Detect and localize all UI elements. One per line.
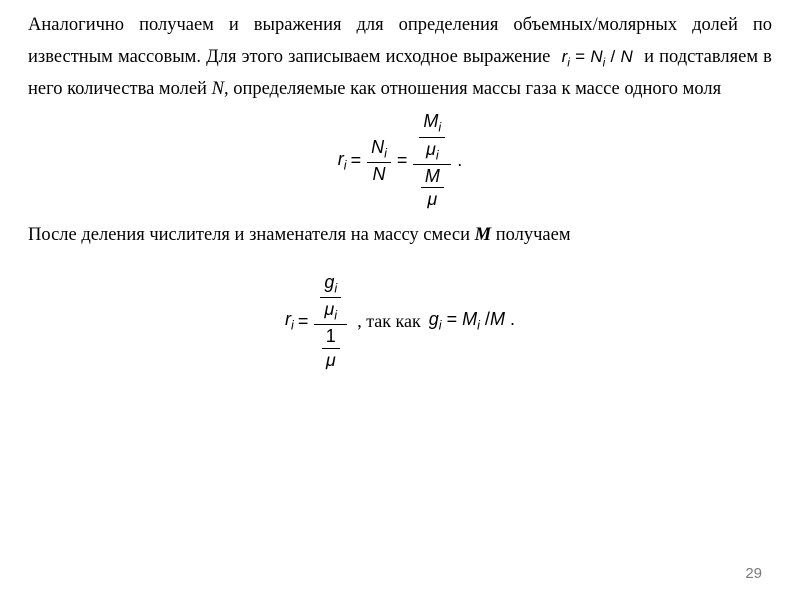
eq2-eq2: = bbox=[447, 309, 458, 329]
sym-N2: N bbox=[621, 47, 633, 66]
eq2-dot: . bbox=[510, 309, 515, 329]
eq1-eq1: = bbox=[351, 150, 362, 171]
eq2-lhs: ri bbox=[285, 309, 294, 333]
sym-N: N bbox=[590, 47, 602, 66]
eq1-r-sub: i bbox=[344, 158, 347, 172]
eq2-Mi-sub: i bbox=[477, 319, 480, 333]
eq1-Ni-sub: i bbox=[384, 146, 387, 160]
eq1-Mi-sub: i bbox=[438, 121, 441, 135]
page-number: 29 bbox=[745, 565, 762, 582]
eq2-Mi: M bbox=[462, 309, 477, 329]
symbol-N: N bbox=[212, 79, 224, 99]
eq1-frac-big: Mi μi M μ bbox=[413, 111, 451, 210]
inline-eq-rNiN: ri = Ni / N bbox=[550, 47, 644, 66]
eq1-N: N bbox=[367, 163, 391, 185]
eq1-mui-sub: i bbox=[436, 148, 439, 162]
symbol-M-bold: M bbox=[475, 225, 491, 245]
eq2-mui-sub: i bbox=[334, 308, 337, 322]
eq2-frac-gi-mui: gi μi bbox=[320, 272, 341, 323]
sub-i2: i bbox=[603, 55, 606, 69]
eq1-Ni: N bbox=[371, 137, 384, 157]
eq1-mu: μ bbox=[421, 188, 444, 210]
paragraph-1: Аналогично получаем и выражения для опре… bbox=[28, 10, 772, 105]
eq2-one: 1 bbox=[322, 326, 340, 349]
eq1-frac-M-mu: M μ bbox=[421, 166, 444, 210]
eq2-tak-kak: , так как bbox=[353, 311, 425, 332]
eq1-dot: . bbox=[457, 150, 462, 171]
eq2-mu: μ bbox=[322, 349, 340, 371]
eq2-gi2: g bbox=[429, 309, 439, 329]
eq1-lhs: ri bbox=[338, 149, 347, 173]
eq2-gi: g bbox=[324, 272, 334, 292]
eq2-r-sub: i bbox=[291, 319, 294, 333]
para2-text: После деления числителя и знаменателя на… bbox=[28, 225, 470, 245]
eq1-eq2: = bbox=[397, 150, 408, 171]
eq2-frac-1-mu: 1 μ bbox=[322, 326, 340, 370]
eq1-M: M bbox=[421, 166, 444, 189]
eq1-frac-Mi-mui: Mi μi bbox=[419, 111, 445, 162]
sub-i: i bbox=[567, 55, 570, 69]
eq2-gi-sub: i bbox=[334, 281, 337, 295]
sym-slash: / bbox=[611, 47, 616, 66]
para2-end: получаем bbox=[496, 225, 571, 245]
eq1-Mi: M bbox=[423, 111, 438, 131]
eq2-frac-big: gi μi 1 μ bbox=[314, 272, 347, 371]
eq1-mui: μ bbox=[426, 139, 436, 159]
eq2-M: M bbox=[490, 309, 505, 329]
eq2-eq: = bbox=[298, 311, 309, 332]
eq2-gi2-sub: i bbox=[439, 319, 442, 333]
equation-2: ri = gi μi 1 μ bbox=[28, 272, 772, 371]
eq2-rhs: gi = Mi /M . bbox=[429, 309, 515, 333]
para1-text-c: , определяемые как отношения массы газа … bbox=[224, 79, 721, 99]
eq1-frac-NiN: Ni N bbox=[367, 137, 391, 185]
sym-eq: = bbox=[575, 47, 585, 66]
paragraph-2: После деления числителя и знаменателя на… bbox=[28, 220, 772, 252]
equation-1: ri = Ni N = Mi μi bbox=[28, 111, 772, 210]
eq2-mui: μ bbox=[324, 299, 334, 319]
